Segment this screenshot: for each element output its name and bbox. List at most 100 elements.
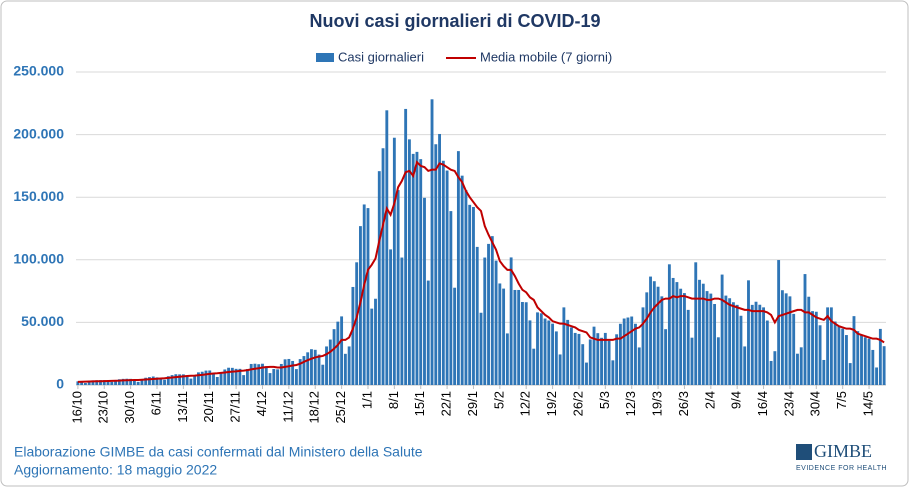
bar [343,353,347,385]
bar [381,148,385,385]
bar [366,208,370,385]
x-tick-label: 25/12 [333,391,348,424]
bar [302,356,306,385]
logo: GIMBE EVIDENCE FOR HEALTH [796,441,887,472]
x-tick-label: 16/4 [755,391,770,416]
bar [754,301,758,385]
bar [426,280,430,385]
bar [445,170,449,385]
bar [144,377,148,385]
bar [249,363,253,385]
bar [242,375,246,385]
bar [464,190,468,385]
bar [878,328,882,385]
x-tick-label: 12/3 [623,391,638,416]
bar [347,346,351,385]
bar [720,274,724,385]
bar [355,262,359,385]
x-tick-label: 9/4 [729,391,744,409]
bar [652,281,656,385]
x-tick-label: 18/12 [307,391,322,424]
bar [826,307,830,385]
bar [656,286,660,385]
bar [151,376,155,385]
y-tick-label: 100.000 [13,251,64,267]
bar [630,316,634,385]
y-tick-label: 200.000 [13,125,64,141]
bar [328,339,332,385]
bar [102,380,106,385]
bar [686,309,690,385]
bar [837,325,841,385]
bar [585,362,588,385]
bar [121,378,125,385]
bar [521,301,524,385]
bar [298,359,302,385]
bar [618,323,622,385]
bar [264,366,268,385]
source-note: Elaborazione GIMBE da casi confermati da… [14,444,423,460]
bar [189,378,193,385]
bar [731,302,735,385]
bar [603,332,607,385]
x-tick-label: 22/1 [439,391,454,416]
bar [833,321,837,385]
x-tick-label: 16/10 [69,391,84,424]
bar [856,331,860,385]
bar [223,369,227,385]
bar [600,337,603,385]
bar [792,313,796,385]
bar [411,153,415,385]
bar [117,379,121,385]
bar [272,368,276,385]
bar [773,351,777,385]
bar [479,312,483,385]
bar [208,370,212,385]
bar [871,349,875,385]
x-tick-label: 30/10 [122,391,137,424]
bar [325,346,328,385]
bar [622,318,626,385]
bar [784,293,788,385]
bar [596,333,600,385]
bar [460,175,464,385]
bar [841,328,845,385]
bar [245,368,249,385]
bar [750,304,754,385]
bar [509,257,513,385]
bar [257,364,261,385]
bar [713,303,717,385]
bar [287,358,291,385]
bar [434,144,438,385]
bar [615,334,619,385]
bar [649,276,652,385]
bar [701,283,705,385]
bar [735,304,739,385]
bar [377,171,381,385]
bar [159,378,163,385]
y-tick-label: 50.000 [21,313,64,329]
bar [95,380,99,385]
logo-name: GIMBE [814,441,872,461]
bar [340,316,344,385]
bar [769,360,773,385]
x-tick-label: 6/11 [148,391,163,415]
bar [882,346,886,385]
bar [181,374,185,385]
bar [148,377,151,385]
x-tick-label: 11/12 [280,391,295,423]
bar [671,277,675,385]
bar [174,374,178,385]
bar [212,372,215,385]
bar [814,311,818,385]
bar [811,311,814,385]
bar [664,329,668,385]
x-tick-label: 19/3 [650,391,665,416]
bar [83,382,87,385]
bar [261,363,264,385]
bar [197,372,200,385]
x-tick-label: 2/4 [702,391,717,409]
bar [313,349,317,385]
bar [125,378,129,385]
x-tick-label: 27/11 [228,391,243,423]
